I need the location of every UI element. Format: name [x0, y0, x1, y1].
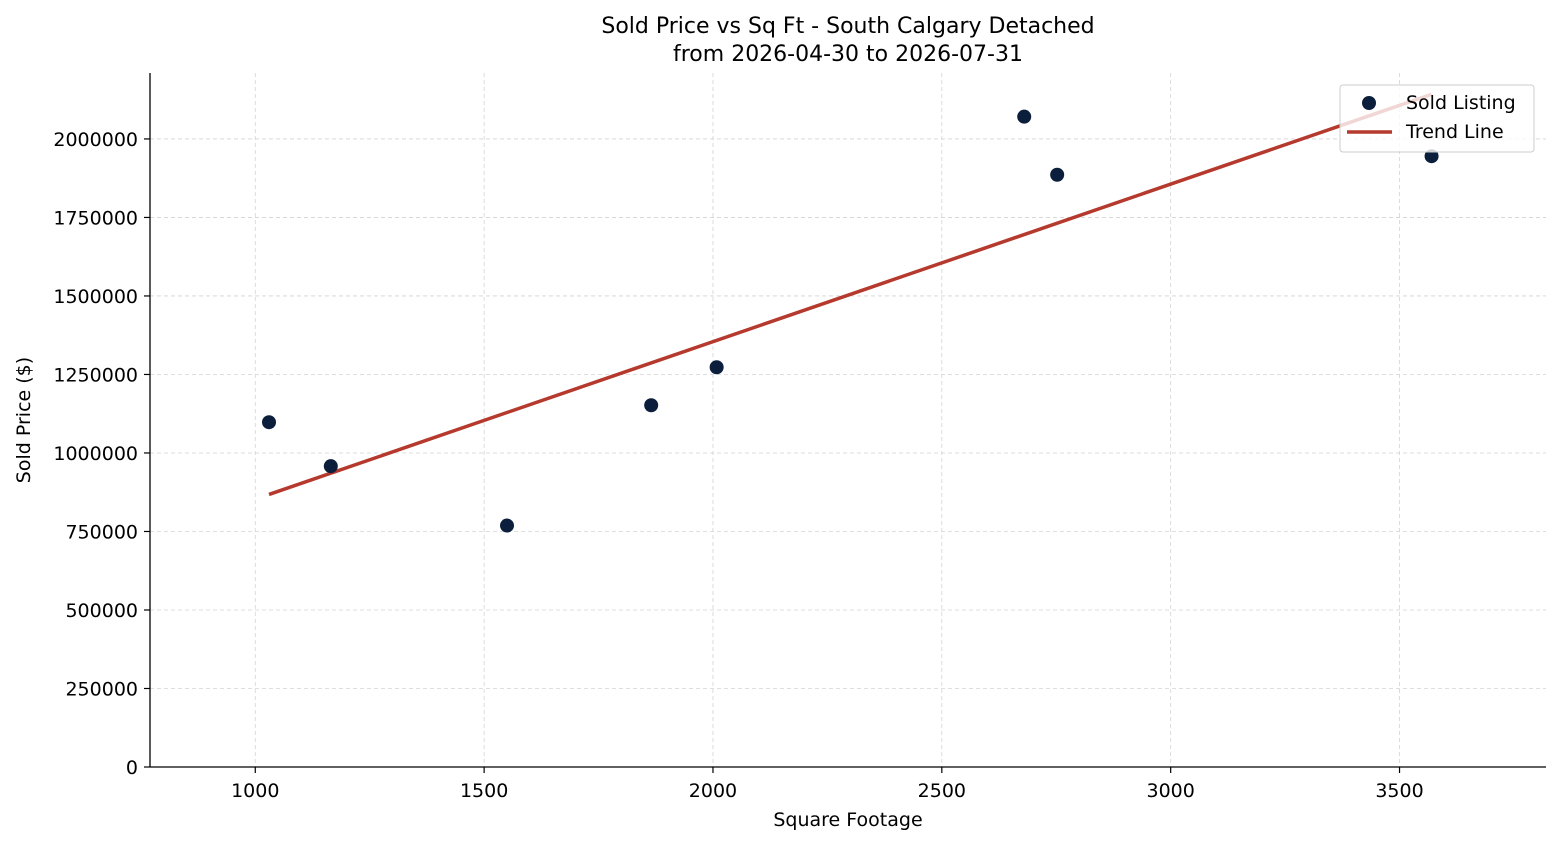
y-tick-label: 1000000: [53, 443, 138, 465]
trend-line: [268, 92, 1433, 497]
x-tick-label: 1500: [460, 780, 508, 802]
x-tick-label: 2500: [918, 780, 966, 802]
data-point: [262, 415, 277, 430]
x-tick-label: 3000: [1147, 780, 1195, 802]
legend: Sold Listing Trend Line: [1339, 84, 1535, 153]
data-point: [1017, 109, 1032, 124]
x-axis-label: Square Footage: [773, 809, 922, 831]
y-tick-label: 750000: [65, 521, 138, 543]
y-axis-label: Sold Price ($): [13, 357, 35, 483]
scatter-points: [262, 109, 1439, 533]
legend-label-trend-line: Trend Line: [1405, 121, 1504, 143]
y-tick-label: 500000: [65, 600, 138, 622]
y-tick-label: 1250000: [53, 364, 138, 386]
trend-line-group: [268, 92, 1433, 497]
y-tick-label: 250000: [65, 678, 138, 700]
chart-subtitle: from 2026-04-30 to 2026-07-31: [673, 42, 1023, 67]
y-axis-ticks: 0 250000 500000 750000 1000000 1250000 1500000…: [53, 129, 150, 779]
data-point: [709, 360, 724, 375]
data-point: [1050, 167, 1065, 182]
data-point: [323, 459, 338, 474]
legend-box: [1339, 84, 1535, 153]
y-tick-label: 1500000: [53, 286, 138, 308]
data-point: [1424, 149, 1439, 164]
y-tick-label: 2000000: [53, 129, 138, 151]
legend-marker-sold-listing: [1362, 96, 1376, 110]
x-axis-ticks: 1000 1500 2000 2500 3000 3500: [231, 767, 1424, 802]
chart-title: Sold Price vs Sq Ft - South Calgary Deta…: [601, 14, 1094, 39]
y-tick-label: 1750000: [53, 207, 138, 229]
data-point: [644, 398, 659, 413]
x-tick-label: 1000: [231, 780, 279, 802]
data-point: [500, 518, 515, 533]
grid-lines: [150, 73, 1546, 768]
y-tick-label: 0: [126, 757, 138, 779]
x-tick-label: 3500: [1375, 780, 1423, 802]
x-tick-label: 2000: [689, 780, 737, 802]
legend-label-sold-listing: Sold Listing: [1406, 92, 1516, 114]
